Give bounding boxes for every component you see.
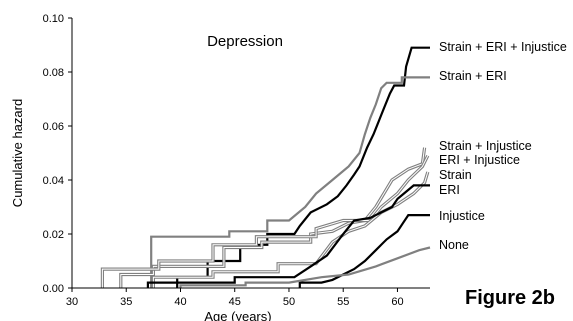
- plot-lines: [100, 46, 431, 288]
- y-ticks: 0.00 0.02 0.04 0.06 0.08 0.10: [43, 13, 72, 295]
- x-tick-label: 35: [120, 296, 132, 308]
- x-tick-label: 30: [66, 296, 78, 308]
- series-line-none: [179, 246, 431, 288]
- series-line-eri: [146, 184, 430, 288]
- x-tick-label: 45: [229, 296, 241, 308]
- series-labels: Strain + ERI + Injustice Strain + ERI St…: [439, 40, 567, 252]
- chart-title: Depression: [207, 33, 283, 50]
- series-label-strain: Strain: [439, 168, 472, 182]
- y-axis-title: Cumulative hazard: [10, 99, 25, 207]
- series-label-eri: ERI: [439, 183, 460, 197]
- y-tick-label: 0.08: [43, 67, 64, 79]
- series-line-strain-inner: [152, 171, 429, 288]
- series-label-injustice: Injustice: [439, 209, 485, 223]
- series-label-strain-injustice: Strain + Injustice: [439, 139, 532, 153]
- series-label-strain-eri-injustice: Strain + ERI + Injustice: [439, 40, 567, 54]
- x-tick-label: 60: [391, 296, 403, 308]
- series-line-eri-injustice: [100, 154, 430, 288]
- series-label-eri-injustice: ERI + Injustice: [439, 153, 520, 167]
- x-tick-label: 40: [174, 296, 186, 308]
- figure-label: Figure 2b: [465, 287, 555, 309]
- series-line-strain-injustice: [119, 147, 427, 288]
- series-line-strain-eri: [150, 76, 430, 288]
- series-label-none: None: [439, 238, 469, 252]
- y-tick-label: 0.00: [43, 283, 64, 295]
- y-tick-label: 0.10: [43, 13, 64, 25]
- series-line-eri-injustice-inner: [101, 155, 429, 288]
- x-axis-title: Age (years): [204, 309, 271, 321]
- y-tick-label: 0.04: [43, 175, 64, 187]
- series-line-injustice: [298, 214, 430, 288]
- series-label-strain-eri: Strain + ERI: [439, 69, 507, 83]
- y-tick-label: 0.02: [43, 229, 64, 241]
- x-tick-label: 50: [283, 296, 295, 308]
- x-tick-label: 55: [337, 296, 349, 308]
- series-line-strain-eri-injustice: [176, 46, 430, 288]
- y-tick-label: 0.06: [43, 121, 64, 133]
- x-ticks: 30 35 40 45 50 55 60: [66, 288, 404, 308]
- axes: [71, 18, 430, 289]
